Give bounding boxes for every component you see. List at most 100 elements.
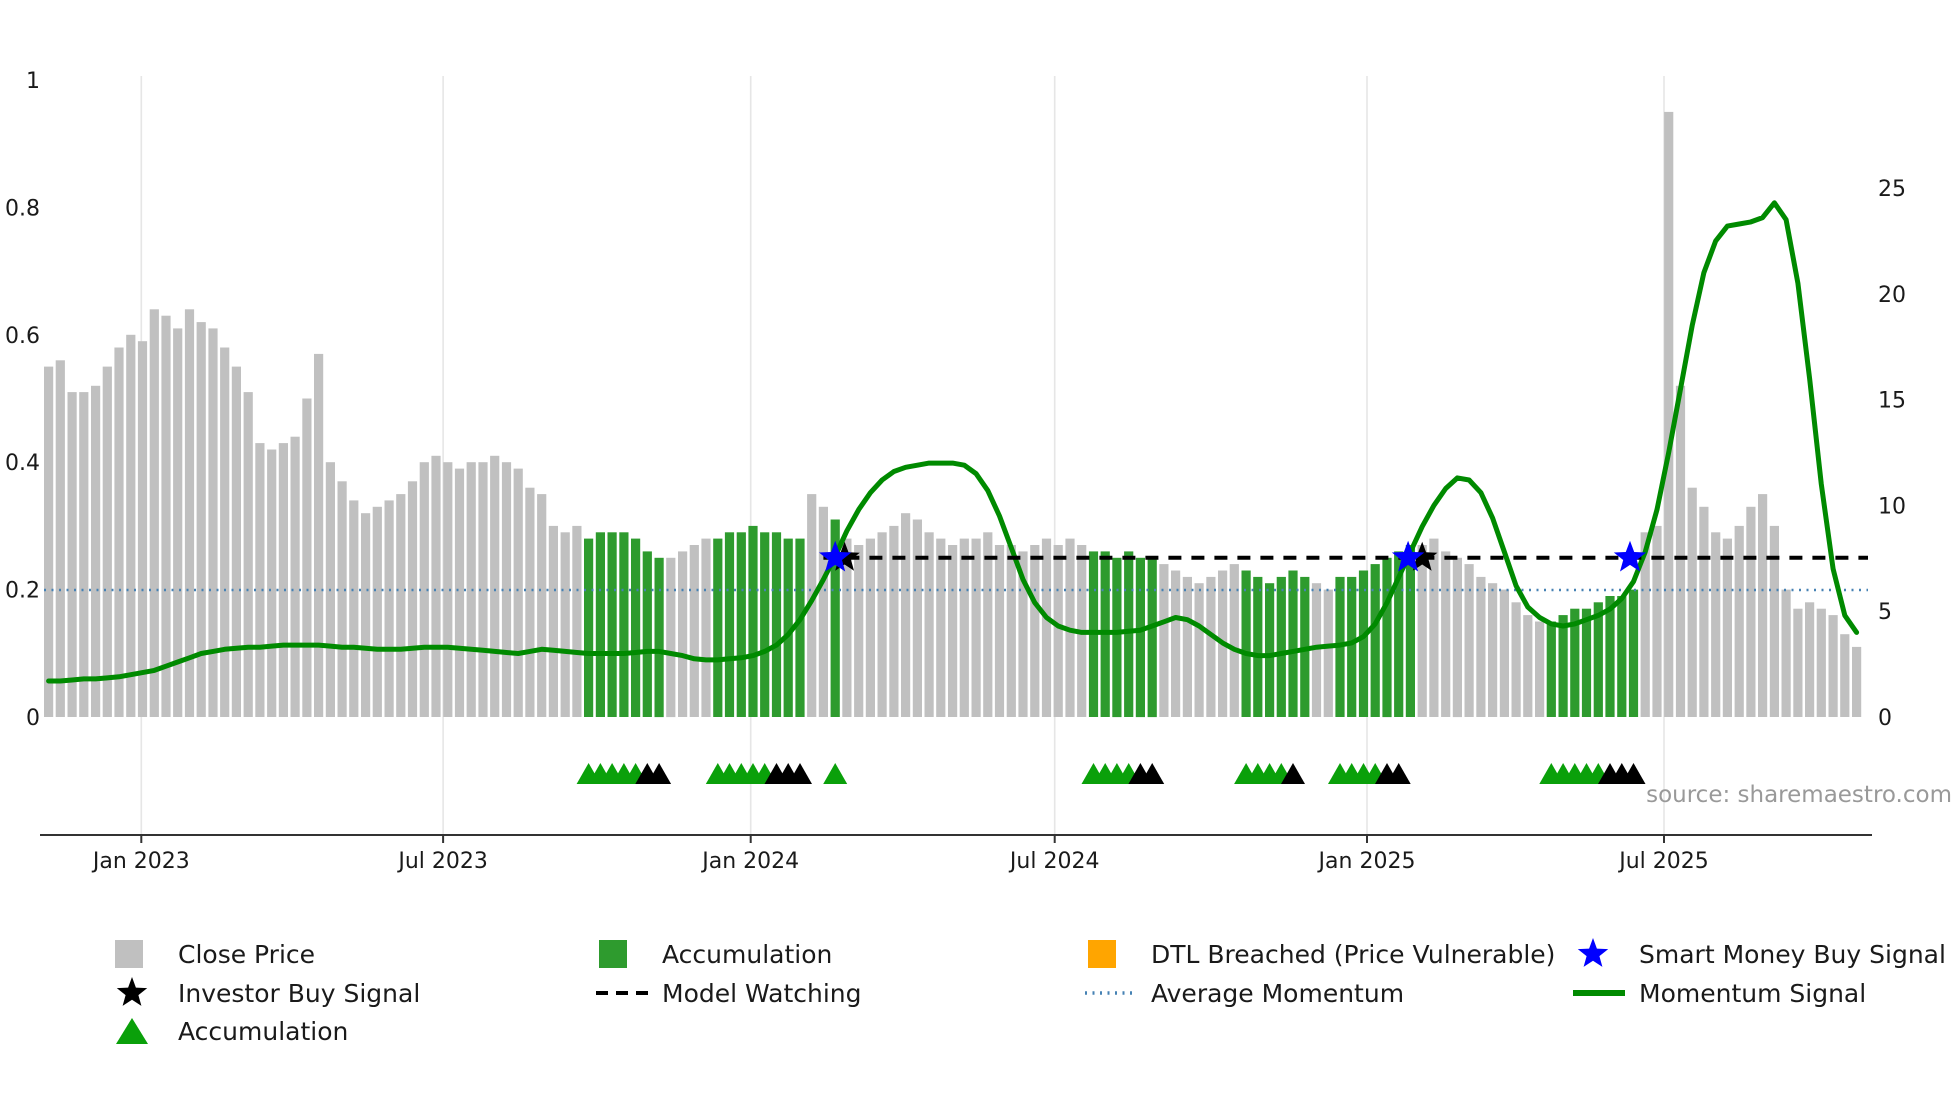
close-price-bar [1805, 602, 1815, 717]
close-price-bar [865, 538, 875, 717]
close-price-bar [67, 392, 77, 717]
accumulation-bar [830, 519, 840, 717]
model-watching-dashed-line-icon [596, 991, 648, 995]
close-price-bar [1499, 589, 1509, 717]
close-price-bar [1840, 634, 1850, 717]
investor-buy-signal-star-icon [116, 977, 148, 1006]
left-tick-label: 0.2 [5, 579, 40, 604]
left-tick-label: 1 [26, 69, 40, 94]
x-tick-label: Jan 2025 [1317, 849, 1416, 874]
close-price-bar [1229, 564, 1239, 717]
legend-item-accumulation-triangle: Accumulation [112, 1013, 348, 1049]
close-price-bar [79, 392, 89, 717]
close-price-bar [1734, 525, 1744, 717]
close-price-bar [572, 525, 582, 717]
close-price-bar [396, 494, 406, 717]
close-price-bar [1535, 621, 1545, 717]
close-price-bar [1652, 525, 1662, 717]
left-tick-label: 0 [26, 706, 40, 731]
close-price-bar [560, 532, 570, 717]
close-price-bar [1769, 525, 1779, 717]
x-tick-label: Jan 2024 [700, 849, 799, 874]
close-price-bar [302, 398, 312, 717]
close-price-bar [161, 315, 171, 717]
close-price-bar [689, 545, 699, 717]
close-price-bar [501, 462, 512, 717]
close-price-bar [1488, 583, 1498, 717]
close-price-bar [1758, 494, 1768, 717]
close-price-bar [1640, 532, 1650, 717]
close-price-bar [137, 341, 148, 717]
close-price-bar [666, 557, 676, 718]
close-price-bar [1417, 545, 1427, 717]
close-price-bar [1699, 506, 1709, 717]
close-price-bar [184, 309, 195, 717]
x-axis: Jan 2023 Jul 2023 Jan 2024 Jul 2024 Jan 2025… [40, 834, 1872, 874]
close-price-bar [349, 500, 359, 717]
close-price-bar [1711, 532, 1721, 717]
right-tick-label: 20 [1878, 283, 1906, 308]
close-price-bar [196, 322, 206, 717]
right-tick-label: 0 [1878, 706, 1892, 731]
close-price-bar [255, 443, 265, 717]
close-price-bar [948, 545, 958, 717]
accumulation-bar [1241, 570, 1251, 717]
legend-label: Accumulation [662, 939, 833, 969]
accumulation-bar [631, 538, 641, 717]
smart-money-buy-star-icon [819, 540, 852, 572]
close-price-bar [842, 538, 852, 717]
close-price-bar [537, 494, 547, 717]
close-price-bar [1722, 538, 1732, 717]
close-price-bar [1511, 602, 1521, 717]
close-price-bar [1030, 545, 1040, 717]
close-price-bar [1182, 576, 1192, 717]
close-price-bars [44, 111, 1862, 718]
close-price-bar [208, 328, 218, 717]
accumulation-bar [736, 532, 746, 717]
close-price-bar [91, 385, 101, 717]
legend-item-model-watching-dashed-line: Model Watching [596, 975, 862, 1011]
momentum-signal-solid-line-icon [1573, 990, 1625, 996]
accumulation-bar [1593, 602, 1603, 717]
accumulation-triangle-icon [823, 763, 848, 784]
accumulation-square-icon [599, 940, 627, 968]
accumulation-bar [654, 557, 664, 718]
accumulation-bar [713, 538, 723, 717]
accumulation-bar [1628, 589, 1639, 717]
close-price-bar [877, 532, 887, 717]
smart-money-buy-star-icon [1613, 540, 1647, 572]
average-momentum-dotted-line-icon [1085, 991, 1137, 995]
accumulation-bar [795, 538, 805, 717]
close-price-bar [1441, 551, 1451, 717]
close-price-bar [1206, 576, 1216, 717]
accumulation-bar [748, 525, 758, 717]
close-price-bar [1476, 576, 1486, 717]
accumulation-triangle-icon [116, 1018, 148, 1044]
legend-item-average-momentum-dotted-line: Average Momentum [1085, 975, 1404, 1011]
legend-item-accumulation-square: Accumulation [596, 936, 832, 972]
close-price-bar [102, 366, 112, 717]
accumulation-bar [1558, 615, 1568, 717]
close-price-bar [372, 506, 382, 717]
close-price-bar [267, 449, 277, 717]
right-tick-label: 5 [1878, 600, 1892, 625]
close-price-bar [126, 334, 136, 717]
x-tick-label: Jul 2024 [1008, 849, 1100, 874]
accumulation-bar [1112, 557, 1122, 718]
close-price-bar [466, 462, 476, 717]
close-price-bar [454, 468, 465, 717]
close-price-bar [959, 538, 969, 717]
close-price-bar [1523, 615, 1533, 717]
investor-buy-triangle-icon [1386, 763, 1411, 784]
close-price-bar [983, 532, 993, 717]
momentum-line [46, 200, 1860, 684]
legend-label: Investor Buy Signal [178, 978, 421, 1008]
close-price-bar [1852, 646, 1862, 717]
accumulation-bar [1617, 596, 1627, 717]
accumulation-bar [1135, 557, 1145, 718]
close-price-bar [1194, 583, 1204, 717]
accumulation-bar [1358, 570, 1369, 717]
smart-money-buy-stars [819, 540, 1647, 572]
dtl-breached-price-vulnerable-square-icon [1088, 940, 1116, 968]
